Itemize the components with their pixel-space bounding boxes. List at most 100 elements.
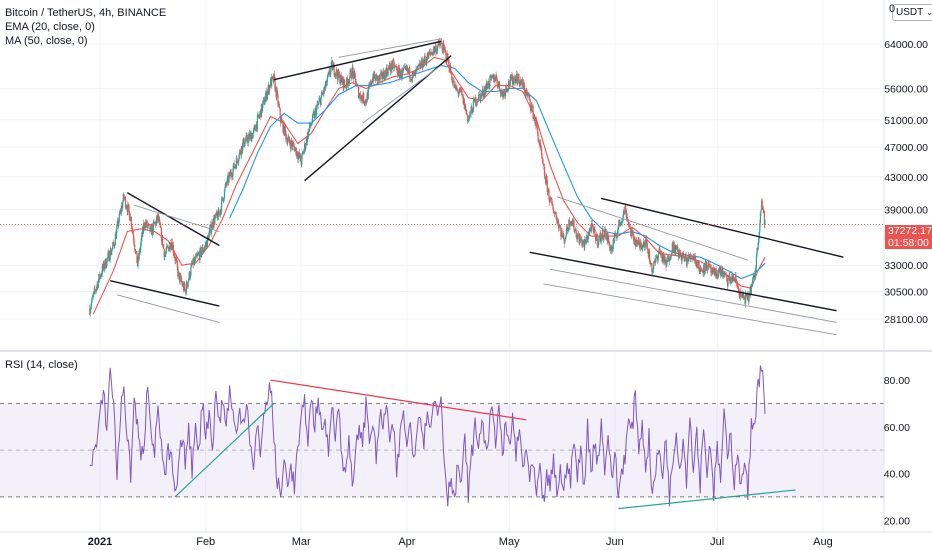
candle-body xyxy=(186,282,188,287)
candle-body xyxy=(655,256,657,263)
candle-body xyxy=(434,48,436,52)
candle-body xyxy=(635,239,638,247)
candle-body xyxy=(354,71,356,74)
candle-body xyxy=(253,127,255,131)
candle-body xyxy=(459,88,461,90)
candle-body xyxy=(467,120,469,122)
candle-body xyxy=(552,209,555,214)
candle-body xyxy=(410,78,412,81)
candle-body xyxy=(184,288,186,291)
candle-body xyxy=(100,274,102,277)
candle-body xyxy=(521,79,523,84)
candle-body xyxy=(273,74,276,79)
candle-body xyxy=(415,68,418,71)
candle-body xyxy=(575,229,577,231)
candle-body xyxy=(592,224,594,228)
candle-body xyxy=(465,109,468,114)
candle-body xyxy=(252,133,254,139)
candle-body xyxy=(281,119,283,122)
candle-body xyxy=(234,166,236,169)
candle-body xyxy=(134,249,136,253)
candle-body xyxy=(540,148,542,149)
candle-body xyxy=(214,218,216,225)
candle-body xyxy=(544,175,546,179)
candle-body xyxy=(475,104,477,106)
candle-body xyxy=(543,164,545,167)
candle-body xyxy=(211,221,214,228)
candle-body xyxy=(172,244,174,253)
candle-body xyxy=(237,162,239,164)
candle-body xyxy=(161,234,164,246)
candle-body xyxy=(562,236,564,237)
candle-body xyxy=(396,68,398,74)
candle-body xyxy=(355,78,357,86)
candle-body xyxy=(617,224,619,230)
candle-body xyxy=(223,189,226,199)
currency-selector[interactable]: USDT ⌄ xyxy=(892,4,932,21)
candle-body xyxy=(333,64,335,75)
candle-body xyxy=(419,63,422,69)
candle-body xyxy=(442,43,444,53)
candle-body xyxy=(187,281,189,287)
candle-body xyxy=(196,254,198,256)
candle-body xyxy=(634,238,636,244)
candle-body xyxy=(258,116,260,118)
candle-body xyxy=(647,248,649,254)
rsi-trendlines[interactable] xyxy=(174,379,796,510)
candle-body xyxy=(455,84,457,90)
candle-body xyxy=(573,220,575,231)
candle-body xyxy=(159,222,161,228)
trendline-7 xyxy=(362,65,442,124)
trendline-1 xyxy=(110,280,220,307)
candle-body xyxy=(554,212,556,214)
candle-body xyxy=(526,92,528,96)
price-tick-label: 56000.00 xyxy=(884,84,928,96)
candle-body xyxy=(355,85,357,87)
candle-body xyxy=(605,238,607,240)
candle-body xyxy=(424,55,426,61)
candle-body xyxy=(375,74,377,81)
candle-body xyxy=(236,160,239,163)
candle-body xyxy=(600,235,602,242)
candle-body xyxy=(721,272,723,275)
price-trendlines[interactable] xyxy=(0,38,884,336)
ma-line xyxy=(229,64,766,280)
candle-body xyxy=(741,295,743,296)
candle-body xyxy=(496,79,498,86)
candle-body xyxy=(453,80,455,88)
candle-body xyxy=(505,85,507,89)
candle-body xyxy=(679,250,681,256)
candle-body xyxy=(450,65,452,73)
candle-body xyxy=(565,235,567,238)
candle-body xyxy=(327,75,329,77)
candle-body xyxy=(120,205,123,212)
candle-body xyxy=(170,247,172,250)
candle-body xyxy=(481,93,483,96)
candle-body xyxy=(684,257,686,262)
candle-body xyxy=(189,275,191,279)
candle-body xyxy=(537,126,539,134)
candle-body xyxy=(123,194,125,198)
candle-body xyxy=(243,145,245,147)
candle-body xyxy=(523,85,526,93)
candle-body xyxy=(444,50,447,52)
candle-body xyxy=(598,237,600,242)
candle-body xyxy=(432,52,434,56)
candle-body xyxy=(530,105,532,111)
candle-body xyxy=(103,267,106,270)
candle-body xyxy=(737,285,739,288)
trendline-10 xyxy=(529,251,837,312)
candle-body xyxy=(742,293,744,298)
candle-body xyxy=(365,99,367,104)
candle-body xyxy=(551,198,553,205)
trendline-3 xyxy=(116,294,220,323)
candle-body xyxy=(147,225,149,227)
candle-body xyxy=(426,59,428,64)
candle-body xyxy=(496,75,498,80)
candle-body xyxy=(750,286,752,295)
candle-body xyxy=(105,259,107,268)
candle-body xyxy=(307,130,310,138)
candle-body xyxy=(301,154,303,165)
candle-body xyxy=(422,67,424,69)
